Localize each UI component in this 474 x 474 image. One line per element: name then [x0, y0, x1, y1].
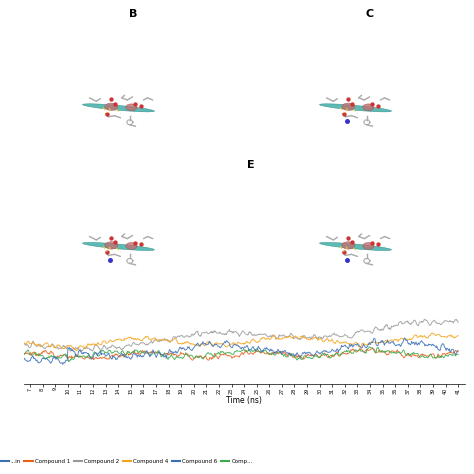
Ellipse shape	[82, 243, 155, 250]
Ellipse shape	[126, 104, 137, 111]
Text: E: E	[247, 160, 255, 170]
Ellipse shape	[319, 243, 392, 250]
Ellipse shape	[342, 242, 355, 249]
Ellipse shape	[126, 243, 137, 249]
Text: B: B	[128, 9, 137, 19]
X-axis label: Time (ns): Time (ns)	[226, 396, 262, 405]
Text: C: C	[365, 9, 374, 19]
Ellipse shape	[105, 103, 118, 110]
Ellipse shape	[363, 243, 374, 249]
Ellipse shape	[319, 104, 392, 112]
Legend: ...in, Compound 1, Compound 2, Compound 4, Compound 6, Comp...: ...in, Compound 1, Compound 2, Compound …	[0, 457, 255, 466]
Ellipse shape	[82, 104, 155, 112]
Ellipse shape	[342, 103, 355, 110]
Ellipse shape	[363, 104, 374, 111]
Ellipse shape	[105, 242, 118, 249]
